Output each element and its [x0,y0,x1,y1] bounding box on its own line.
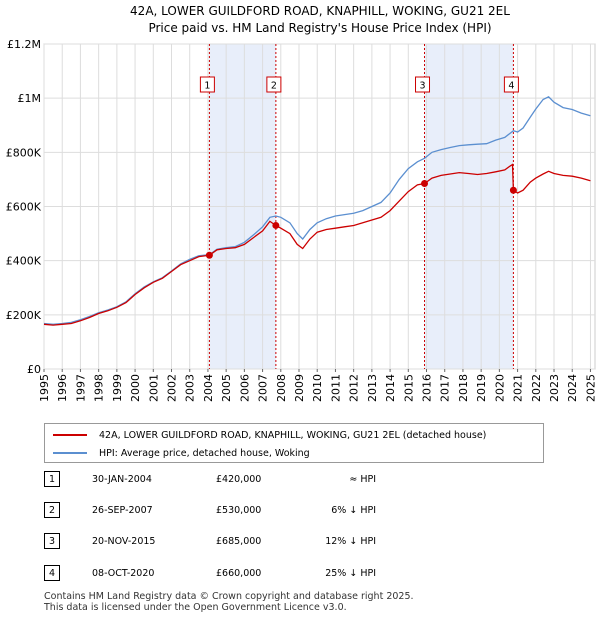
x-tick-label: 2022 [530,374,543,402]
transaction-number: 1 [44,471,60,487]
sale-point [205,251,213,259]
sale-marker-box [503,76,519,93]
transaction-number: 2 [44,502,60,518]
x-tick-label: 2006 [238,374,251,402]
x-tick-label: 2019 [475,374,488,402]
transaction-price: £660,000 [216,568,262,579]
legend-label-property: 42A, LOWER GUILDFORD ROAD, KNAPHILL, WOK… [99,429,487,441]
sale-marker-label: 1 [199,76,215,93]
sale-marker-number: 3 [419,81,425,92]
transaction-date: 30-JAN-2004 [92,474,152,485]
x-tick-label: 2021 [512,374,525,402]
x-tick-label: 2020 [493,374,506,402]
x-tick-label: 1998 [93,374,106,402]
sale-marker-number: 4 [508,81,514,92]
x-tick-label: 2007 [257,374,270,402]
x-tick-label: 2016 [421,374,434,402]
legend-item-property: 42A, LOWER GUILDFORD ROAD, KNAPHILL, WOK… [53,427,486,443]
chart-title: 42A, LOWER GUILDFORD ROAD, KNAPHILL, WOK… [130,4,510,18]
x-tick-label: 2010 [311,374,324,402]
sale-marker-box [199,76,215,93]
transaction-date: 08-OCT-2020 [92,568,155,579]
x-tick-label: 2012 [348,374,361,402]
x-tick-label: 2023 [548,374,561,402]
y-tick-label: £600K [6,201,42,214]
x-tick-label: 1996 [56,374,69,402]
x-tick-label: 2000 [129,374,142,402]
transaction-hpi-diff: ≈ HPI [349,474,376,485]
x-tick-label: 2025 [584,374,597,402]
x-tick-label: 2015 [402,374,415,402]
transaction-hpi-diff: 25% ↓ HPI [325,568,376,579]
sale-marker-number: 1 [204,81,210,92]
sale-marker-label: 3 [415,76,431,93]
legend-line-blue [53,452,87,454]
x-tick-label: 2024 [566,374,579,402]
x-tick-label: 2003 [184,374,197,402]
chart-legend: 42A, LOWER GUILDFORD ROAD, KNAPHILL, WOK… [44,423,544,463]
series-line-property [43,163,591,326]
price-chart: 42A, LOWER GUILDFORD ROAD, KNAPHILL, WOK… [6,4,598,402]
x-tick-label: 2001 [147,374,160,402]
x-tick-label: 2017 [439,374,452,402]
x-tick-label: 2004 [202,374,215,402]
y-tick-label: £1.2M [7,38,41,51]
sale-marker-number: 2 [271,81,277,92]
y-tick-label: £200K [6,309,42,322]
sale-marker-label: 2 [266,76,282,93]
footer-copyright: Contains HM Land Registry data © Crown c… [44,591,414,602]
sale-point [272,221,280,229]
legend-label-hpi: HPI: Average price, detached house, Woki… [99,447,310,459]
x-tick-label: 1999 [111,374,124,402]
transaction-price: £420,000 [216,474,262,485]
transaction-price: £530,000 [216,505,262,516]
x-tick-label: 2013 [366,374,379,402]
transaction-number: 4 [44,565,60,581]
transaction-number: 3 [44,533,60,549]
transaction-date: 26-SEP-2007 [92,505,153,516]
sale-marker-box [266,76,282,93]
sale-marker-box [415,76,431,93]
legend-line-red [53,434,87,436]
transaction-price: £685,000 [216,536,262,547]
series-line-hpi [43,96,591,325]
y-tick-label: £400K [6,255,42,268]
chart-subtitle: Price paid vs. HM Land Registry's House … [148,21,491,35]
sale-point [509,186,517,194]
transaction-hpi-diff: 12% ↓ HPI [325,536,376,547]
sale-point [421,179,429,187]
y-tick-label: £0 [27,363,41,376]
sale-marker-label: 4 [503,76,519,93]
x-tick-label: 2002 [166,374,179,402]
footer-licence: This data is licensed under the Open Gov… [44,602,347,613]
x-tick-label: 2008 [275,374,288,402]
x-tick-label: 2005 [220,374,233,402]
footer-license: Contains HM Land Registry data © Crown c… [44,591,414,613]
x-tick-label: 2014 [384,374,397,402]
x-tick-label: 1997 [74,374,87,402]
x-tick-label: 2018 [457,374,470,402]
legend-item-hpi: HPI: Average price, detached house, Woki… [53,445,310,461]
x-tick-label: 2009 [293,374,306,402]
x-tick-label: 2011 [329,374,342,402]
y-tick-label: £1M [18,92,42,105]
y-tick-label: £800K [6,146,42,159]
transaction-hpi-diff: 6% ↓ HPI [331,505,376,516]
transaction-date: 20-NOV-2015 [92,536,156,547]
x-tick-label: 1995 [38,374,51,402]
